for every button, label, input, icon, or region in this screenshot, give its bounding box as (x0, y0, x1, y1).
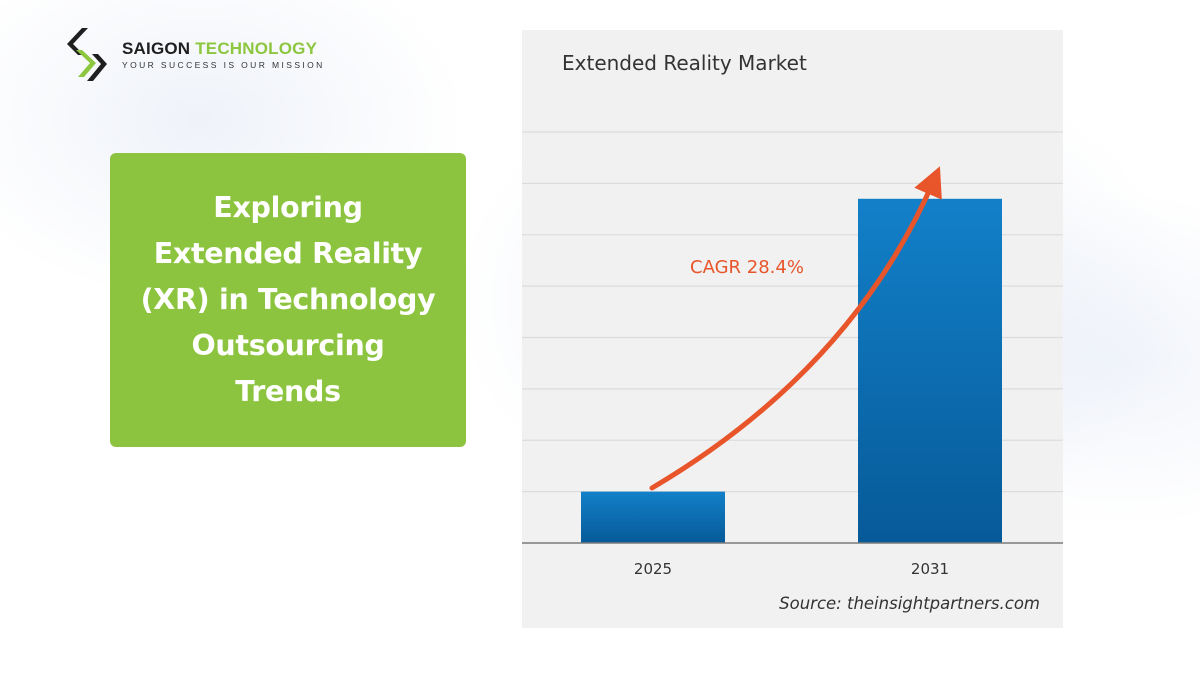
market-chart: Extended Reality Market 2025 2031 CAGR 28… (522, 51, 1063, 613)
headline-line: (XR) in Technology (140, 283, 436, 316)
cagr-arrow (649, 166, 942, 491)
x-axis-ticks: 2025 2031 (634, 560, 949, 578)
bar-2031 (858, 198, 1002, 543)
headline-card: Exploring Extended Reality (XR) in Techn… (110, 153, 466, 447)
brand-logo[interactable]: SAIGON TECHNOLOGY YOUR SUCCESS IS OUR MI… (66, 26, 325, 82)
headline-line: Extended Reality (153, 237, 423, 270)
headline-line: Exploring (213, 191, 363, 224)
brand-tagline: YOUR SUCCESS IS OUR MISSION (122, 59, 325, 70)
bar-2025 (581, 491, 725, 543)
chart-source: Source: theinsightpartners.com (779, 594, 1040, 613)
headline-line: Outsourcing (191, 329, 385, 362)
cagr-annotation: CAGR 28.4% (690, 257, 804, 278)
saigon-technology-logo-icon (67, 28, 107, 81)
chart-title: Extended Reality Market (562, 51, 807, 75)
chart-bars (581, 198, 1002, 543)
headline: Exploring Extended Reality (XR) in Techn… (135, 185, 442, 415)
chart-panel: Extended Reality Market 2025 2031 CAGR 28… (522, 30, 1063, 628)
headline-line: Trends (235, 375, 341, 408)
x-tick-label-2031: 2031 (911, 560, 949, 578)
x-tick-label-2025: 2025 (634, 560, 672, 578)
brand-name: SAIGON TECHNOLOGY (122, 38, 318, 58)
